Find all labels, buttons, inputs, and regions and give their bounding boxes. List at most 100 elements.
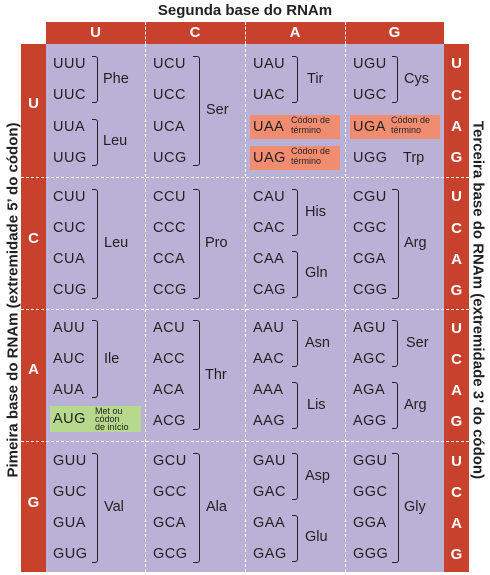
codon-guu: GUU: [53, 453, 87, 469]
bracket: [292, 189, 298, 236]
codon-ccc: CCC: [153, 220, 186, 236]
first-base-title: Pimeira base do RNAm (extremidade 5’ do …: [4, 122, 22, 478]
codon-caa: CAA: [253, 251, 285, 267]
third-base-c: C: [451, 351, 462, 368]
codon-ccg: CCG: [153, 282, 187, 298]
codon-gaa: GAA: [253, 515, 286, 531]
amino-acid-asn: Asn: [305, 335, 330, 351]
amino-acid-val: Val: [104, 499, 124, 515]
bracket: [92, 189, 98, 299]
bracket: [292, 251, 298, 298]
second-base-g: G: [388, 24, 401, 41]
codon-ugc: UGC: [353, 87, 387, 103]
bracket: [392, 320, 398, 367]
column-divider: [145, 44, 146, 572]
amino-acid-pro: Pro: [205, 235, 228, 251]
codon-ggu: GGU: [353, 453, 388, 469]
codon-gga: GGA: [353, 515, 387, 531]
codon-aua: AUA: [53, 382, 85, 398]
codon-cuc: CUC: [53, 220, 86, 236]
codon-gcg: GCG: [153, 546, 188, 562]
codon-gag: GAG: [253, 546, 287, 562]
start-note-line1: Met ou: [95, 406, 123, 416]
amino-acid-arg: Arg: [404, 235, 427, 251]
codon-gua: GUA: [53, 515, 86, 531]
stop-note-line2: término: [291, 156, 322, 166]
codon-uug: UUG: [53, 150, 87, 166]
start-note-line3: de início: [95, 422, 129, 432]
row-divider: [21, 309, 469, 310]
codon-uaa: UAA: [253, 119, 285, 135]
first-base-a: A: [28, 361, 39, 378]
bracket: [292, 453, 298, 500]
codon-ccu: CCU: [153, 189, 186, 205]
third-base-a: A: [451, 251, 462, 268]
bracket: [193, 56, 200, 166]
codon-aca: ACA: [153, 382, 185, 398]
start-codon-highlight: [50, 406, 141, 432]
codon-cgg: CGG: [353, 282, 388, 298]
codon-auu: AUU: [53, 320, 86, 336]
header-divider: [145, 22, 146, 44]
bracket: [92, 56, 98, 103]
codon-gcc: GCC: [153, 484, 187, 500]
second-base-title: Segunda base do RNAm: [157, 2, 333, 19]
row-divider: [21, 177, 469, 178]
amino-acid-trp: Trp: [403, 150, 425, 166]
codon-acg: ACG: [153, 413, 186, 429]
bracket: [92, 320, 98, 398]
codon-cua: CUA: [53, 251, 86, 267]
first-base-header: [21, 44, 46, 572]
codon-cac: CAC: [253, 220, 286, 236]
stop-note-line2: término: [291, 125, 322, 135]
codon-ugu: UGU: [353, 56, 387, 72]
column-divider: [345, 44, 346, 572]
third-base-g: G: [450, 413, 463, 430]
codon-aga: AGA: [353, 382, 386, 398]
codon-gug: GUG: [53, 546, 88, 562]
stop-note-line1: Códon de: [291, 146, 331, 156]
first-base-u: U: [28, 95, 39, 112]
codon-gac: GAC: [253, 484, 286, 500]
codon-ucg: UCG: [153, 150, 187, 166]
codon-aau: AAU: [253, 320, 285, 336]
stop-note-line1: Códon de: [391, 115, 431, 125]
codon-aac: AAC: [253, 351, 285, 367]
first-base-c: C: [28, 230, 39, 247]
amino-acid-ser: Ser: [406, 335, 429, 351]
second-base-u: U: [90, 24, 101, 41]
amino-acid-ser: Ser: [206, 102, 229, 118]
codon-guc: GUC: [53, 484, 87, 500]
codon-uua: UUA: [53, 119, 86, 135]
codon-acu: ACU: [153, 320, 186, 336]
codon-ggg: GGG: [353, 546, 389, 562]
codon-acc: ACC: [153, 351, 186, 367]
codon-uag: UAG: [253, 150, 286, 166]
bracket: [292, 320, 298, 367]
third-base-g: G: [450, 149, 463, 166]
codon-uga: UGA: [353, 119, 386, 135]
amino-acid-lis: Lis: [307, 397, 326, 413]
bracket: [392, 56, 398, 103]
third-base-c: C: [451, 484, 462, 501]
codon-cca: CCA: [153, 251, 186, 267]
codon-uuu: UUU: [53, 56, 86, 72]
codon-auc: AUC: [53, 351, 86, 367]
bracket: [392, 382, 398, 429]
bracket: [392, 453, 399, 563]
codon-ucc: UCC: [153, 87, 186, 103]
third-base-c: C: [451, 87, 462, 104]
codon-aag: AAG: [253, 413, 286, 429]
codon-gau: GAU: [253, 453, 286, 469]
second-base-c: C: [189, 24, 201, 41]
codon-ggc: GGC: [353, 484, 388, 500]
codon-agu: AGU: [353, 320, 386, 336]
row-divider: [21, 441, 469, 442]
bracket: [92, 453, 98, 563]
bracket: [193, 320, 200, 430]
bracket: [292, 56, 298, 103]
amino-acid-leu: Leu: [104, 235, 129, 251]
amino-acid-gly: Gly: [404, 499, 426, 515]
stop-codon-highlight: [250, 146, 340, 170]
codon-cuu: CUU: [53, 189, 86, 205]
